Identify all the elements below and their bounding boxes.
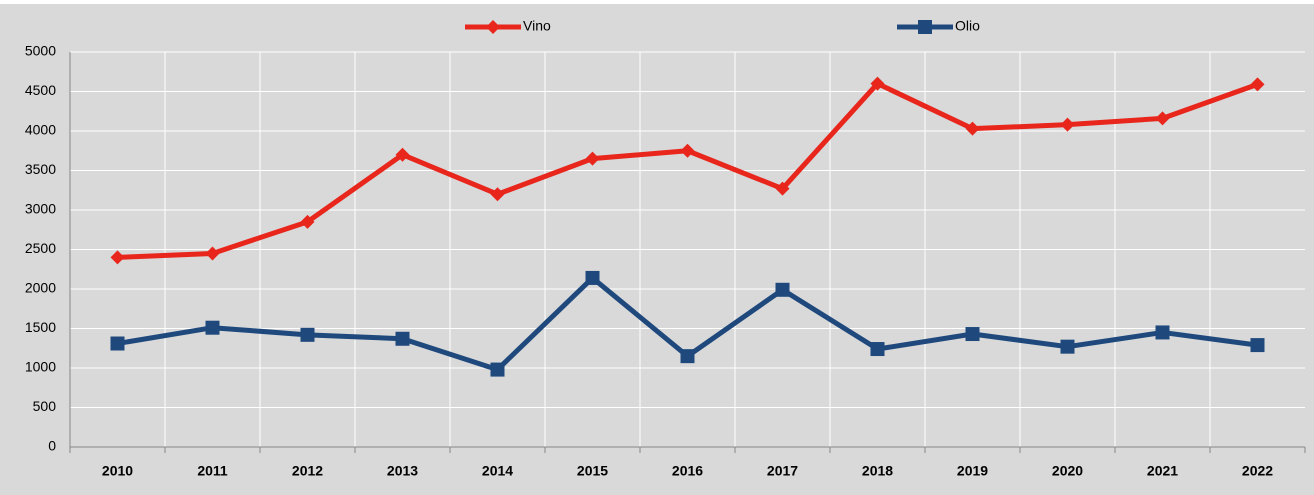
legend-marker	[918, 20, 932, 34]
data-point	[775, 282, 790, 297]
y-tick-label: 1000	[25, 359, 56, 375]
legend-label: Olio	[955, 18, 980, 34]
data-point	[490, 187, 505, 202]
y-tick-label: 4500	[25, 82, 56, 98]
data-point	[1250, 338, 1265, 353]
data-point	[395, 331, 410, 346]
y-tick-label: 3500	[25, 161, 56, 177]
x-tick-label: 2018	[862, 463, 893, 479]
data-point	[965, 121, 980, 136]
data-point	[870, 76, 885, 91]
data-point	[1060, 117, 1075, 132]
data-point	[585, 270, 600, 285]
data-point	[110, 336, 125, 351]
data-point	[490, 362, 505, 377]
data-point	[870, 342, 885, 357]
x-tick-label: 2014	[482, 463, 513, 479]
x-tick-label: 2015	[577, 463, 608, 479]
y-tick-label: 4000	[25, 122, 56, 138]
y-tick-label: 3000	[25, 201, 56, 217]
x-tick-label: 2016	[672, 463, 703, 479]
x-tick-label: 2019	[957, 463, 988, 479]
data-point	[1155, 111, 1170, 126]
y-tick-label: 500	[33, 398, 57, 414]
data-point	[1060, 339, 1075, 354]
data-point	[300, 327, 315, 342]
x-tick-label: 2022	[1242, 463, 1273, 479]
legend-label: Vino	[523, 18, 551, 34]
x-tick-label: 2017	[767, 463, 798, 479]
x-tick-label: 2011	[197, 463, 228, 479]
data-point	[585, 151, 600, 166]
x-tick-label: 2020	[1052, 463, 1083, 479]
y-tick-label: 2000	[25, 280, 56, 296]
x-tick-label: 2010	[102, 463, 133, 479]
y-tick-label: 1500	[25, 319, 56, 335]
x-tick-label: 2021	[1147, 463, 1178, 479]
data-point	[680, 349, 695, 364]
data-point	[1250, 77, 1265, 92]
data-point	[205, 320, 220, 335]
legend-marker	[486, 20, 500, 34]
data-point	[680, 143, 695, 158]
data-point	[965, 327, 980, 342]
data-point	[395, 147, 410, 162]
data-point	[775, 181, 790, 196]
x-tick-label: 2013	[387, 463, 418, 479]
x-tick-label: 2012	[292, 463, 323, 479]
y-tick-label: 2500	[25, 240, 56, 256]
y-tick-label: 5000	[25, 43, 56, 59]
data-point	[1155, 325, 1170, 340]
data-point	[300, 214, 315, 229]
data-point	[205, 246, 220, 261]
data-point	[110, 250, 125, 265]
y-tick-label: 0	[48, 438, 56, 454]
